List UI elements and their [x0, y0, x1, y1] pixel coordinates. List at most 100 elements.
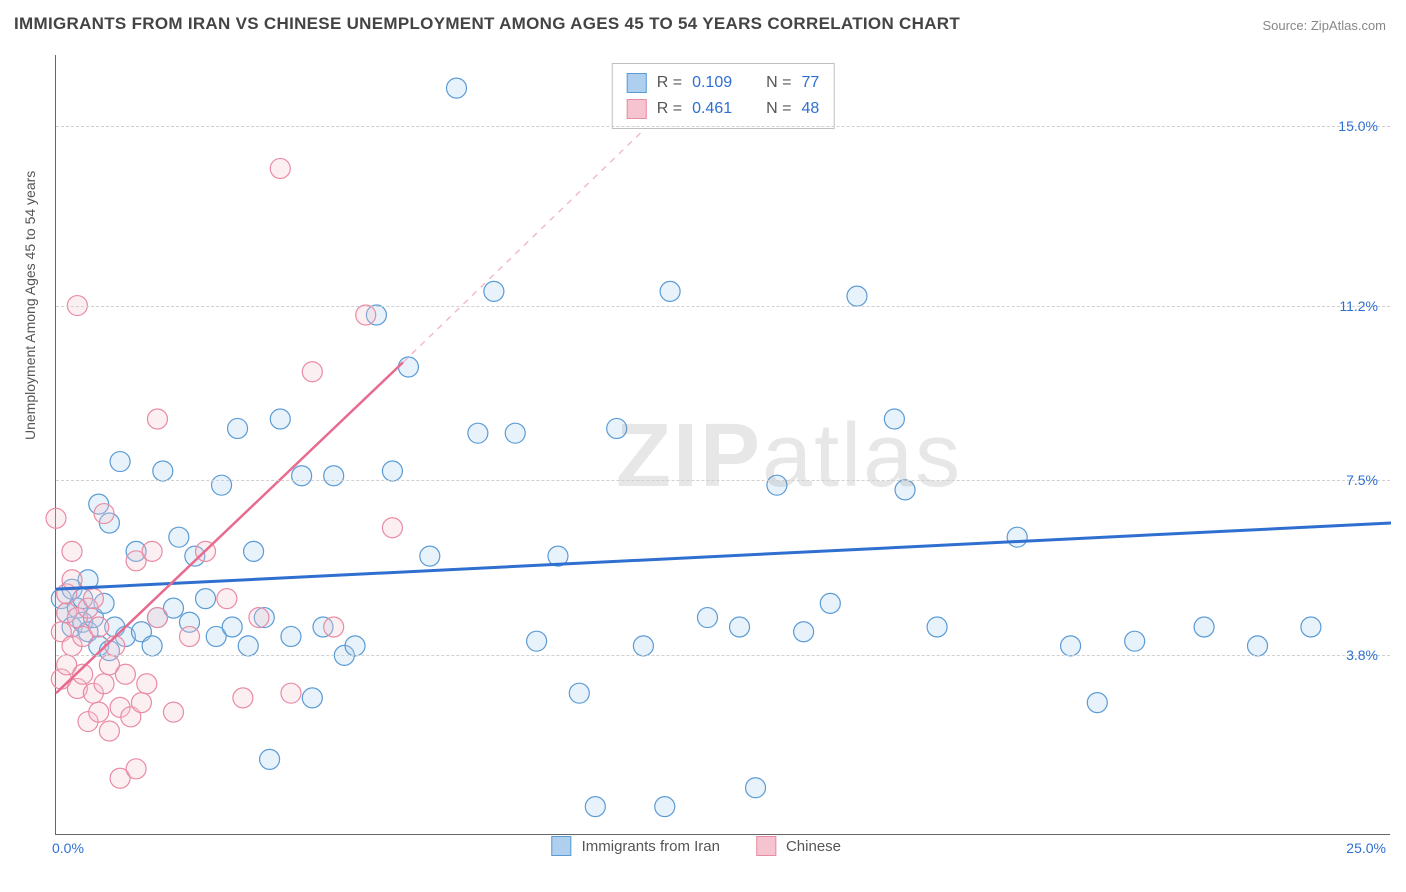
data-point [1301, 617, 1321, 637]
y-tick-label: 11.2% [1339, 298, 1378, 314]
stat-r-val-1: 0.461 [692, 100, 732, 118]
data-point [94, 504, 114, 524]
data-point [131, 693, 151, 713]
data-point [847, 286, 867, 306]
source-attribution: Source: ZipAtlas.com [1262, 18, 1386, 33]
data-point [382, 518, 402, 538]
data-point [153, 461, 173, 481]
y-tick-label: 3.8% [1346, 647, 1378, 663]
plot-area: ZIPatlas R = 0.109 N = 77 R = 0.461 N = … [55, 55, 1390, 835]
data-point [126, 759, 146, 779]
stat-r-label-1: R = [657, 100, 682, 118]
data-point [281, 626, 301, 646]
data-point [302, 362, 322, 382]
data-point [270, 409, 290, 429]
data-point [585, 797, 605, 817]
data-point [324, 617, 344, 637]
data-point [62, 541, 82, 561]
chart-title: IMMIGRANTS FROM IRAN VS CHINESE UNEMPLOY… [14, 14, 960, 34]
data-point [105, 636, 125, 656]
y-axis-label: Unemployment Among Ages 45 to 54 years [22, 171, 38, 440]
data-point [244, 541, 264, 561]
data-point [447, 78, 467, 98]
data-point [527, 631, 547, 651]
x-tick-label: 0.0% [52, 840, 84, 856]
data-point [147, 409, 167, 429]
data-point [163, 702, 183, 722]
data-point [633, 636, 653, 656]
data-point [356, 305, 376, 325]
data-point [468, 423, 488, 443]
data-point [94, 674, 114, 694]
data-point [398, 357, 418, 377]
data-point [1248, 636, 1268, 656]
data-point [110, 452, 130, 472]
data-point [697, 608, 717, 628]
data-point [249, 608, 269, 628]
data-point [746, 778, 766, 798]
data-point [484, 281, 504, 301]
data-point [1087, 693, 1107, 713]
data-point [260, 749, 280, 769]
data-point [89, 617, 109, 637]
data-point [767, 475, 787, 495]
legend-swatch-1 [756, 836, 776, 856]
gridline [56, 655, 1390, 656]
data-point [142, 541, 162, 561]
data-point [180, 626, 200, 646]
stat-n-val-0: 77 [801, 74, 819, 92]
gridline [56, 306, 1390, 307]
chart-svg [56, 55, 1390, 834]
legend-label-1: Chinese [786, 838, 841, 855]
data-point [196, 589, 216, 609]
y-tick-label: 7.5% [1346, 472, 1378, 488]
gridline [56, 480, 1390, 481]
stats-row-series-0: R = 0.109 N = 77 [627, 70, 820, 96]
swatch-series-1 [627, 99, 647, 119]
data-point [233, 688, 253, 708]
legend-label-0: Immigrants from Iran [582, 838, 720, 855]
stat-r-val-0: 0.109 [692, 74, 732, 92]
data-point [1125, 631, 1145, 651]
data-point [1007, 527, 1027, 547]
data-point [820, 593, 840, 613]
stat-n-val-1: 48 [801, 100, 819, 118]
data-point [660, 281, 680, 301]
data-point [927, 617, 947, 637]
stats-row-series-1: R = 0.461 N = 48 [627, 96, 820, 122]
data-point [382, 461, 402, 481]
bottom-legend: Immigrants from Iran Chinese [552, 836, 841, 856]
data-point [270, 158, 290, 178]
data-point [89, 702, 109, 722]
data-point [302, 688, 322, 708]
data-point [137, 674, 157, 694]
data-point [217, 589, 237, 609]
data-point [222, 617, 242, 637]
data-point [169, 527, 189, 547]
legend-swatch-0 [552, 836, 572, 856]
data-point [292, 466, 312, 486]
data-point [83, 589, 103, 609]
data-point [238, 636, 258, 656]
data-point [99, 721, 119, 741]
y-tick-label: 15.0% [1338, 118, 1378, 134]
data-point [420, 546, 440, 566]
swatch-series-0 [627, 73, 647, 93]
data-point [281, 683, 301, 703]
data-point [115, 664, 135, 684]
stat-n-label-0: N = [766, 74, 791, 92]
data-point [794, 622, 814, 642]
stat-r-label-0: R = [657, 74, 682, 92]
data-point [884, 409, 904, 429]
data-point [345, 636, 365, 656]
data-point [569, 683, 589, 703]
data-point [607, 418, 627, 438]
data-point [895, 480, 915, 500]
data-point [730, 617, 750, 637]
stats-box: R = 0.109 N = 77 R = 0.461 N = 48 [612, 63, 835, 129]
data-point [1194, 617, 1214, 637]
data-point [324, 466, 344, 486]
stat-n-label-1: N = [766, 100, 791, 118]
data-point [142, 636, 162, 656]
x-tick-label: 25.0% [1346, 840, 1386, 856]
